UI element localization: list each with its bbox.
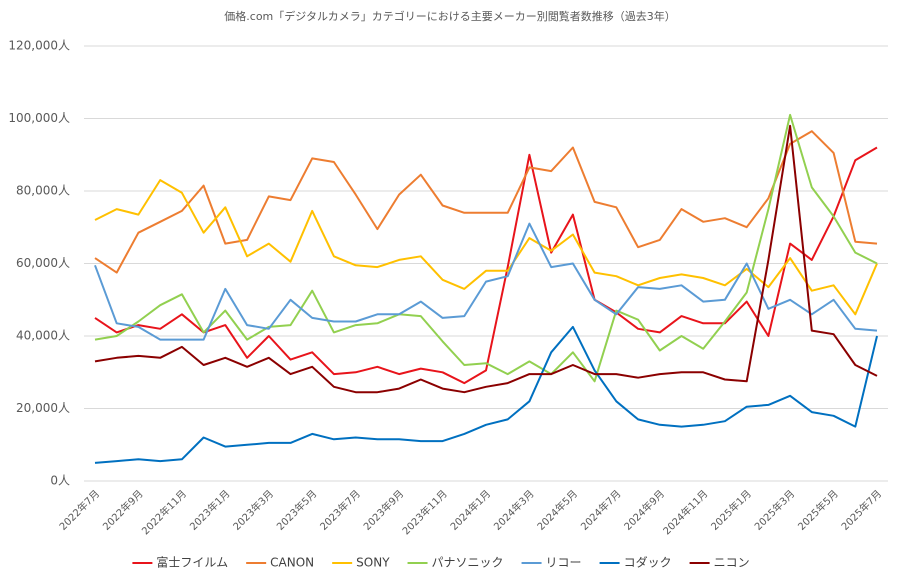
x-tick-label: 2024年11月 [660,487,710,537]
x-tick-label: 2025年5月 [795,487,841,533]
series-line [94,124,878,394]
x-tick-label: 2025年7月 [838,487,884,533]
x-tick-label: 2024年9月 [621,487,667,533]
legend-label: ニコン [714,556,750,570]
x-tick-label: 2025年1月 [708,487,754,533]
x-tick-label: 2023年3月 [230,487,276,533]
x-tick-label: 2024年5月 [534,487,580,533]
legend-label: CANON [270,556,314,570]
series-line [94,146,878,385]
legend-label: リコー [546,556,582,570]
x-tick-label: 2023年1月 [187,487,233,533]
x-tick-label: 2024年7月 [578,487,624,533]
x-tick-label: 2023年9月 [361,487,407,533]
series-line [94,113,878,383]
x-tick-label: 2022年7月 [56,487,102,533]
x-tick-label: 2022年11月 [139,487,189,537]
legend-label: 富士フイルム [156,555,228,570]
x-tick-label: 2023年5月 [274,487,320,533]
x-tick-label: 2025年3月 [752,487,798,533]
y-tick-label: 0人 [50,474,70,488]
y-tick-label: 40,000人 [16,329,70,343]
x-tick-label: 2023年7月 [317,487,363,533]
series-line [94,222,878,341]
y-tick-label: 80,000人 [16,184,70,198]
legend-label: パナソニック [432,556,504,570]
y-tick-label: 60,000人 [16,256,70,270]
x-tick-label: 2023年11月 [399,487,449,537]
y-tick-label: 20,000人 [16,401,70,415]
x-tick-label: 2024年3月 [491,487,537,533]
x-tick-label: 2022年9月 [100,487,146,533]
series-line [94,130,878,274]
series-line [94,325,878,464]
legend-label: コダック [624,555,672,570]
y-tick-label: 120,000人 [8,39,70,53]
series-line [94,179,878,316]
legend-label: SONY [356,556,390,570]
y-tick-label: 100,000人 [8,111,70,125]
chart-title: 価格.com「デジタルカメラ」カテゴリーにおける主要メーカー別閲覧者数推移（過去… [224,9,675,23]
x-tick-label: 2024年1月 [447,487,493,533]
